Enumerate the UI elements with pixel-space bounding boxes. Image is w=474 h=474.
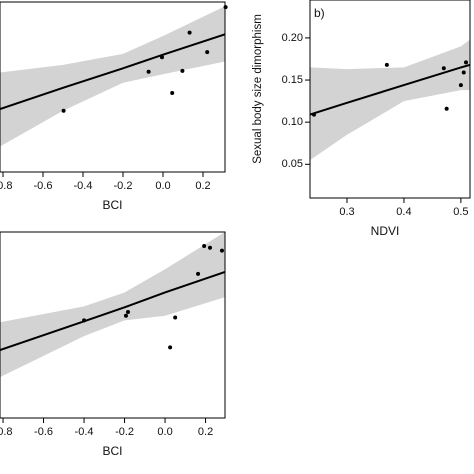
x-tick-label: 0.0 [155,180,170,192]
point [444,106,449,111]
x-tick-label: -0.2 [114,180,133,192]
point [196,271,201,276]
x-axis-label: BCI [102,198,122,212]
point [168,345,173,350]
point [458,83,463,88]
point [461,70,466,75]
confidence-band [0,6,225,147]
point [223,5,228,10]
x-tick-label: -0.4 [74,180,93,192]
point [125,309,130,314]
point [311,112,316,117]
x-tick-label: 0.2 [195,180,210,192]
point [173,315,178,320]
point [123,313,128,318]
confidence-band [0,232,225,378]
point [187,30,192,35]
x-tick-label: -0.6 [34,426,53,438]
point [82,318,87,323]
point [384,62,389,67]
plot-frame [0,231,226,419]
x-tick-label: -0.8 [0,426,13,438]
x-tick-label: -0.4 [75,426,94,438]
point [180,68,185,73]
x-tick-label: 0.5 [453,206,468,218]
y-tick-label: 0.05 [282,158,303,170]
x-tick-label: -0.2 [115,426,134,438]
point [160,55,164,60]
x-tick-label: -0.8 [0,180,12,192]
panel-label: b) [314,6,325,20]
y-axis-label: Sexual body size dimorphism [252,14,264,164]
point [61,108,66,113]
x-tick-label: 0.4 [396,206,411,218]
point [208,245,213,250]
x-tick-label: 0.0 [157,426,172,438]
confidence-band [310,39,470,161]
plot-frame [0,1,226,173]
point [205,50,210,55]
x-axis-label: NDVI [371,224,400,238]
point [202,243,207,248]
point [170,90,175,95]
y-tick-label: 0.20 [282,32,303,44]
fit-line [309,63,471,116]
point [464,60,469,65]
x-tick-label: 0.3 [339,206,354,218]
fit-line [0,271,226,352]
point [441,66,446,71]
point [219,248,224,253]
x-tick-label: -0.6 [34,180,53,192]
y-tick-label: 0.15 [282,74,303,86]
plot-frame [309,0,471,199]
fit-line [0,33,226,111]
point [146,69,151,74]
x-tick-label: 0.2 [198,426,213,438]
x-axis-label: BCI [102,444,122,458]
y-tick-label: 0.10 [282,116,303,128]
